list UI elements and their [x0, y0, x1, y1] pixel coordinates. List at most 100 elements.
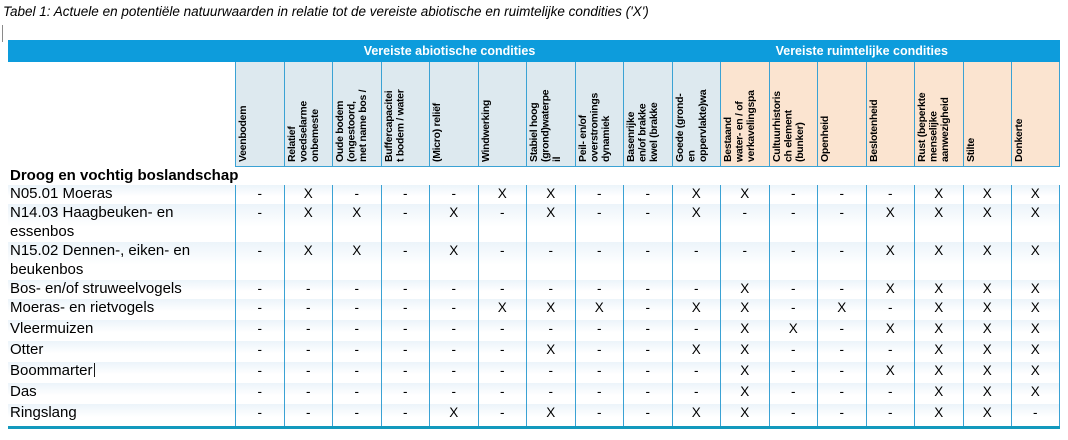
dash-cell: -: [235, 320, 284, 341]
mark-cell: X: [477, 185, 526, 204]
mark-cell: X: [1011, 185, 1060, 204]
column-header-label: Buffercapacitei t bodem / water: [382, 89, 407, 162]
column-header: Rust (beperkte menselijke aanwezigheid: [914, 62, 963, 167]
mark-cell: X: [962, 341, 1011, 362]
column-header: Donkerte: [1011, 62, 1060, 167]
mark-cell: X: [720, 185, 769, 204]
row-label: Otter: [8, 341, 235, 362]
table-caption: Tabel 1: Actuele en potentiële natuurwaa…: [3, 4, 649, 19]
dash-cell: -: [574, 383, 623, 404]
mark-cell: X: [1011, 383, 1060, 404]
dash-cell: -: [283, 404, 332, 426]
dash-cell: -: [235, 362, 284, 383]
mark-cell: X: [720, 280, 769, 299]
section-header: Droog en vochtig boslandschap: [8, 167, 1060, 185]
dash-cell: -: [380, 185, 429, 204]
dash-cell: -: [477, 341, 526, 362]
dash-cell: -: [623, 280, 672, 299]
mark-cell: X: [477, 299, 526, 320]
dash-cell: -: [768, 362, 817, 383]
dash-cell: -: [429, 362, 478, 383]
dash-cell: -: [235, 299, 284, 320]
mark-cell: X: [865, 362, 914, 383]
dash-cell: -: [720, 242, 769, 280]
mark-cell: X: [1011, 280, 1060, 299]
column-header: Openheid: [817, 62, 866, 167]
mark-cell: X: [914, 383, 963, 404]
mark-cell: X: [720, 299, 769, 320]
dash-cell: -: [768, 383, 817, 404]
dash-cell: -: [526, 362, 575, 383]
dash-cell: -: [768, 299, 817, 320]
row-label: N15.02 Dennen-, eiken- en beukenbos: [8, 242, 235, 280]
mark-cell: X: [720, 362, 769, 383]
nature-table: Vereiste abiotische condities Vereiste r…: [8, 40, 1060, 429]
mark-cell: X: [962, 242, 1011, 280]
band-spacer: [8, 40, 235, 62]
dash-cell: -: [477, 362, 526, 383]
mark-cell: X: [914, 204, 963, 242]
dash-cell: -: [671, 383, 720, 404]
dash-cell: -: [574, 242, 623, 280]
dash-cell: -: [574, 341, 623, 362]
column-header: Windwerking: [477, 62, 526, 167]
dash-cell: -: [817, 341, 866, 362]
dash-cell: -: [477, 383, 526, 404]
mark-cell: X: [914, 185, 963, 204]
mark-cell: X: [526, 299, 575, 320]
dash-cell: -: [817, 185, 866, 204]
group-header-spatial: Vereiste ruimtelijke condities: [720, 40, 1060, 62]
mark-cell: X: [526, 185, 575, 204]
mark-cell: X: [768, 320, 817, 341]
dash-cell: -: [332, 280, 381, 299]
dash-cell: -: [623, 242, 672, 280]
mark-cell: X: [720, 320, 769, 341]
dash-cell: -: [477, 242, 526, 280]
dash-cell: -: [380, 280, 429, 299]
dash-cell: -: [817, 404, 866, 426]
dash-cell: -: [623, 383, 672, 404]
dash-cell: -: [380, 320, 429, 341]
text-cursor: [93, 363, 95, 377]
dash-cell: -: [671, 280, 720, 299]
dash-cell: -: [865, 404, 914, 426]
dash-cell: -: [817, 320, 866, 341]
column-header-label: Oude bodem (ongestoord, met name bos /: [334, 89, 369, 162]
dash-cell: -: [574, 320, 623, 341]
column-header-label: Openheid: [819, 115, 831, 162]
column-header-label: Peil- en/of overstromings dynamiek: [576, 92, 612, 162]
dash-cell: -: [235, 204, 284, 242]
column-header: Oude bodem (ongestoord, met name bos /: [332, 62, 381, 167]
dash-cell: -: [865, 299, 914, 320]
column-header-label: Goede (grond- en oppervlakte)wa: [673, 89, 709, 162]
dash-cell: -: [623, 204, 672, 242]
dash-cell: -: [574, 404, 623, 426]
mark-cell: X: [1011, 299, 1060, 320]
mark-cell: X: [671, 341, 720, 362]
dash-cell: -: [332, 299, 381, 320]
dash-cell: -: [380, 242, 429, 280]
dash-cell: -: [332, 185, 381, 204]
dash-cell: -: [380, 204, 429, 242]
dash-cell: -: [526, 383, 575, 404]
column-header: Bestaand water- en / of verkavelingspa: [720, 62, 769, 167]
column-header: Cultuurhistoris ch element (bunker): [768, 62, 817, 167]
column-header-label: Donkerte: [1013, 118, 1025, 162]
mark-cell: X: [720, 341, 769, 362]
dash-cell: -: [817, 204, 866, 242]
row-label: Boommarter: [8, 362, 235, 383]
column-header-label: Windwerking: [479, 100, 492, 162]
mark-cell: X: [962, 299, 1011, 320]
mark-cell: X: [720, 383, 769, 404]
dash-cell: -: [623, 299, 672, 320]
dash-cell: -: [671, 362, 720, 383]
mark-cell: X: [962, 362, 1011, 383]
dash-cell: -: [235, 383, 284, 404]
mark-cell: X: [429, 404, 478, 426]
mark-cell: X: [526, 204, 575, 242]
dash-cell: -: [477, 320, 526, 341]
mark-cell: X: [962, 320, 1011, 341]
dash-cell: -: [526, 280, 575, 299]
dash-cell: -: [380, 299, 429, 320]
row-label: Ringslang: [8, 404, 235, 426]
